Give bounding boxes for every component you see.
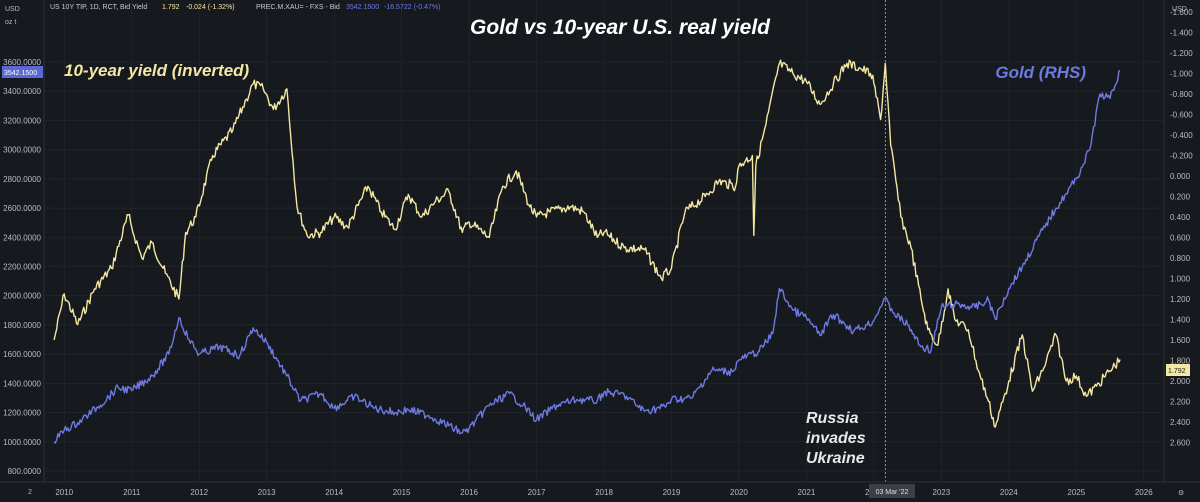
left-tick-label: 2000.0000 [3,292,41,301]
left-tick-label: 2200.0000 [3,263,41,272]
left-tick-label: 1600.0000 [3,350,41,359]
annotation-text-line3: Ukraine [806,450,865,467]
left-tick-label: 800.0000 [8,467,42,476]
gold-series-line [53,69,1121,444]
right-axis: -1.600 -1.400 -1.200 -1.000 -0.800 -0.600 -0.4… [1170,8,1193,448]
right-tick-label: 1.800 [1170,357,1191,366]
x-tick-label: 2020 [730,488,748,497]
annotation-date-text: 03 Mar '22 [876,489,909,496]
right-tick-label: 2.000 [1170,377,1191,386]
left-tick-label: 3400.0000 [3,87,41,96]
right-last-value-badge [1166,364,1190,376]
annotation-text-line1: Russia [806,410,859,427]
right-tick-label: 0.200 [1170,193,1191,202]
left-tick-label: 2600.0000 [3,204,41,213]
right-last-value-text: 1.792 [1168,368,1186,375]
x-tick-label: 2010 [55,488,73,497]
left-tick-label: 2400.0000 [3,233,41,242]
left-settings-button[interactable]: 2 [28,489,32,496]
left-tick-label: 1400.0000 [3,379,41,388]
right-tick-label: -0.400 [1170,131,1193,140]
right-tick-label: 0.600 [1170,234,1191,243]
left-tick-label: 1800.0000 [3,321,41,330]
x-tick-label: 2017 [528,488,546,497]
series2-legend[interactable]: PREC.M.XAU= - FXS - Bid [256,4,340,11]
x-tick-label: 2015 [393,488,411,497]
left-subunit[interactable]: oz t [5,19,16,26]
right-tick-label: 2.400 [1170,418,1191,427]
left-tick-label: 1200.0000 [3,409,41,418]
right-tick-label: 0.800 [1170,254,1191,263]
right-tick-label: 2.600 [1170,439,1191,448]
x-tick-label: 2012 [190,488,208,497]
left-last-value-text: 3542.1500 [4,70,37,77]
right-tick-label: -0.800 [1170,90,1193,99]
settings-gear-icon[interactable]: ⚙ [1178,489,1184,497]
series1-change: -0.024 (-1.32%) [186,4,235,11]
annotation-text-line2: invades [806,430,866,447]
right-tick-label: -0.200 [1170,152,1193,161]
yield-series-label: 10-year yield (inverted) [64,61,250,80]
x-tick-label: 2026 [1135,488,1153,497]
gold-series-label: Gold (RHS) [995,63,1086,82]
x-tick-label: 2025 [1067,488,1085,497]
series2-change: -16.5722 (-0.47%) [384,4,440,11]
left-tick-label: 2800.0000 [3,175,41,184]
annotation-date-badge [869,484,915,498]
left-unit[interactable]: USD [5,6,20,13]
right-tick-label: -1.400 [1170,29,1193,38]
yield-series-line [53,59,1121,428]
left-tick-label: 3200.0000 [3,116,41,125]
x-tick-label: 2021 [798,488,816,497]
right-tick-label: -1.200 [1170,49,1193,58]
series-layer [53,59,1121,444]
x-tick-label: 2019 [663,488,681,497]
x-tick-label: 2013 [258,488,276,497]
x-tick-label: 2023 [932,488,950,497]
series1-legend[interactable]: US 10Y TIP, 1D, RCT, Bid Yield [50,4,147,11]
right-tick-label: -0.600 [1170,111,1193,120]
right-tick-label: 0.000 [1170,172,1191,181]
x-tick-label: 2018 [595,488,613,497]
chart-title: Gold vs 10-year U.S. real yield [470,16,771,39]
right-tick-label: 1.600 [1170,336,1191,345]
right-tick-label: 1.000 [1170,275,1191,284]
left-last-value-badge [2,66,43,78]
series2-last: 3542.1500 [346,4,379,11]
right-tick-label: 0.400 [1170,213,1191,222]
left-tick-label: 1000.0000 [3,438,41,447]
right-unit[interactable]: USD [1172,6,1187,13]
series1-last: 1.792 [162,4,180,11]
x-tick-label: 2014 [325,488,343,497]
x-tick-label: 2016 [460,488,478,497]
right-tick-label: 1.200 [1170,295,1191,304]
x-tick-label: 2011 [123,488,141,497]
right-tick-label: -1.000 [1170,70,1193,79]
left-tick-label: 3600.0000 [3,58,41,67]
grid [44,0,1164,482]
right-tick-label: 2.200 [1170,398,1191,407]
right-tick-label: -1.600 [1170,8,1193,17]
right-tick-label: 1.400 [1170,316,1191,325]
left-axis: 800.0000 1000.0000 1200.0000 1400.0000 1600.… [3,58,41,476]
left-tick-label: 3000.0000 [3,146,41,155]
x-tick-label: 2024 [1000,488,1018,497]
